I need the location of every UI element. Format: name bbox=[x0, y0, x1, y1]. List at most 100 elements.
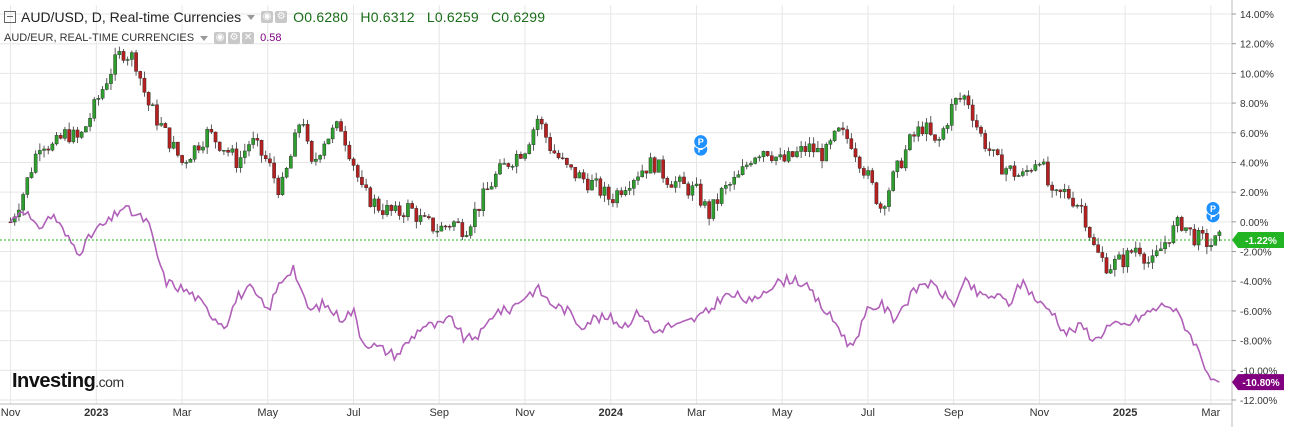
candle-body bbox=[552, 150, 557, 154]
x-tick-label: Mar bbox=[173, 407, 192, 419]
candle-body bbox=[527, 144, 532, 154]
candle-body bbox=[1012, 165, 1017, 177]
y-tick-label: 12.00% bbox=[1240, 40, 1274, 51]
audusd-candles bbox=[8, 46, 1222, 277]
candle-body bbox=[460, 222, 465, 237]
candle-body bbox=[678, 176, 682, 182]
candle-body bbox=[493, 173, 498, 187]
candle-body bbox=[644, 170, 649, 174]
candle-body bbox=[1096, 244, 1100, 253]
candle-body bbox=[673, 181, 678, 188]
candle-body bbox=[535, 118, 540, 130]
candle-body bbox=[113, 54, 117, 75]
candle-body bbox=[498, 163, 502, 175]
candle-body bbox=[753, 157, 757, 164]
candle-body bbox=[657, 159, 661, 173]
x-tick-label: Mar bbox=[687, 407, 706, 419]
candle-body bbox=[811, 143, 816, 153]
candle-body bbox=[38, 150, 42, 155]
chevron-down-icon[interactable] bbox=[200, 35, 209, 41]
candle-body bbox=[1050, 184, 1054, 191]
candle-body bbox=[845, 129, 849, 139]
candle-body bbox=[686, 183, 691, 196]
candle-body bbox=[744, 164, 749, 167]
candle-body bbox=[268, 158, 272, 164]
candle-body bbox=[79, 131, 84, 138]
event-marker-icon[interactable] bbox=[693, 134, 709, 150]
candle-body bbox=[422, 215, 427, 217]
y-tick-label: 6.00% bbox=[1240, 129, 1268, 140]
close-icon[interactable]: ✕ bbox=[242, 32, 255, 44]
candle-body bbox=[866, 170, 870, 176]
candle-body bbox=[920, 126, 925, 135]
candle-body bbox=[916, 126, 921, 137]
candle-body bbox=[1167, 242, 1172, 244]
collapse-icon[interactable] bbox=[4, 11, 16, 23]
candle-body bbox=[531, 129, 536, 145]
candle-body bbox=[761, 151, 766, 158]
candle-body bbox=[109, 74, 113, 84]
candle-body bbox=[648, 157, 653, 174]
candle-body bbox=[903, 149, 908, 169]
candle-body bbox=[1188, 227, 1192, 230]
y-tick-label: -4.00% bbox=[1240, 277, 1272, 288]
candle-body bbox=[1159, 248, 1163, 251]
candle-body bbox=[468, 226, 473, 236]
candle-body bbox=[949, 104, 954, 126]
event-marker-icon[interactable] bbox=[1205, 200, 1221, 216]
candle-body bbox=[217, 141, 222, 151]
comparison-title[interactable]: AUD/EUR, REAL-TIME CURRENCIES bbox=[4, 32, 195, 44]
candle-body bbox=[862, 168, 866, 176]
y-tick-label: 2.00% bbox=[1240, 188, 1268, 199]
chevron-down-icon[interactable] bbox=[247, 14, 256, 20]
candle-body bbox=[439, 225, 444, 232]
candle-body bbox=[280, 176, 285, 195]
visibility-icon[interactable]: ◉ bbox=[214, 32, 227, 44]
candle-body bbox=[602, 186, 607, 196]
candle-body bbox=[473, 208, 477, 227]
candle-body bbox=[983, 133, 987, 149]
candle-body bbox=[749, 163, 753, 166]
candle-body bbox=[795, 151, 799, 157]
candle-body bbox=[1021, 171, 1025, 176]
candle-body bbox=[21, 194, 25, 211]
visibility-icon[interactable]: ◉ bbox=[261, 11, 274, 23]
candle-body bbox=[314, 158, 318, 162]
candle-body bbox=[397, 205, 402, 216]
candle-body bbox=[728, 184, 732, 186]
candle-body bbox=[1075, 205, 1080, 207]
candle-body bbox=[1071, 197, 1075, 207]
candle-body bbox=[155, 104, 159, 126]
candle-body bbox=[519, 154, 523, 159]
candle-body bbox=[368, 187, 373, 207]
candle-body bbox=[979, 126, 983, 134]
symbol-title[interactable]: AUD/USD, D, Real-time Currencies bbox=[21, 9, 242, 25]
candle-body bbox=[247, 144, 251, 152]
candle-body bbox=[523, 153, 527, 159]
settings-icon[interactable]: ⚙ bbox=[228, 32, 241, 44]
candle-body bbox=[360, 177, 364, 185]
y-tick-label: 14.00% bbox=[1240, 10, 1274, 21]
candle-body bbox=[1154, 250, 1159, 256]
settings-icon[interactable]: ⚙ bbox=[275, 11, 288, 23]
candle-body bbox=[807, 143, 812, 152]
candle-body bbox=[201, 146, 205, 151]
candle-body bbox=[1113, 258, 1117, 270]
candle-body bbox=[832, 130, 837, 141]
candle-body bbox=[703, 201, 707, 206]
candle-body bbox=[694, 183, 699, 186]
candle-body bbox=[506, 163, 511, 167]
candle-body bbox=[1196, 230, 1201, 246]
candle-body bbox=[54, 135, 59, 145]
candle-body bbox=[355, 165, 360, 178]
candle-body bbox=[661, 159, 665, 179]
candle-body bbox=[1138, 247, 1142, 255]
candle-body bbox=[1179, 217, 1184, 231]
candle-body bbox=[1046, 161, 1050, 186]
candle-body bbox=[1192, 228, 1197, 246]
candle-body bbox=[836, 127, 841, 132]
candle-body bbox=[824, 144, 829, 162]
candle-body bbox=[539, 118, 544, 125]
